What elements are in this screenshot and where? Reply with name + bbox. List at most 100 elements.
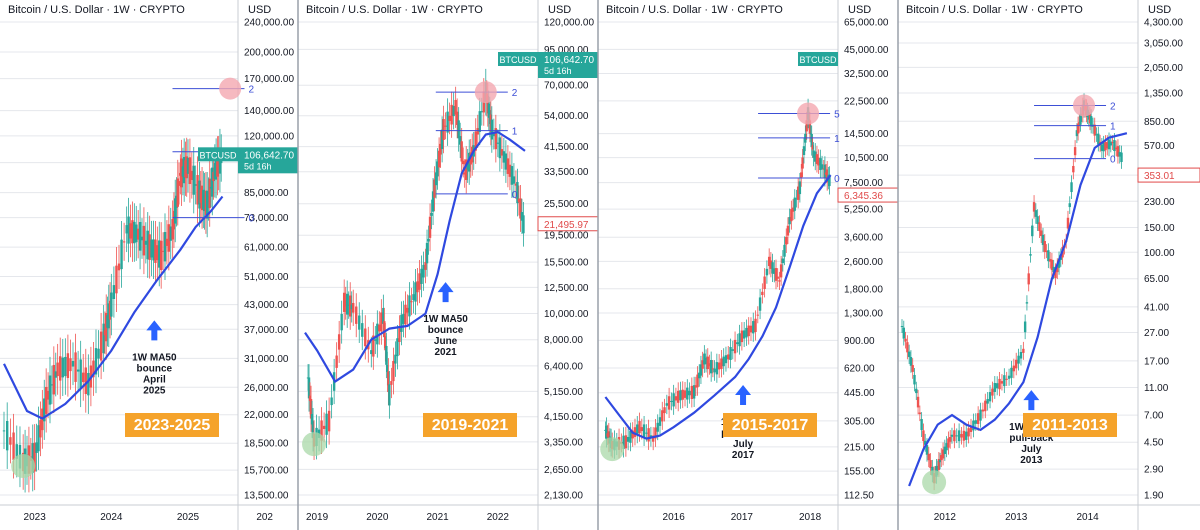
price-tag-symbol: BTCUSD	[199, 150, 237, 160]
candle-body	[809, 133, 812, 135]
y-tick-label: 2,600.00	[844, 257, 883, 268]
candle-body	[828, 174, 831, 187]
candle-body	[1031, 225, 1034, 237]
annotation-text: pull-back	[1009, 433, 1053, 444]
candle-body	[196, 175, 199, 205]
candle-body	[468, 152, 471, 172]
candle-body	[74, 352, 77, 382]
candle-body	[358, 315, 361, 330]
candle-body	[785, 236, 788, 245]
candle-body	[437, 150, 441, 168]
y-tick-label: 22,500.00	[844, 96, 889, 107]
candle-body	[654, 427, 657, 439]
candle-body	[729, 347, 732, 360]
candle-body	[713, 368, 716, 373]
candle-body	[661, 410, 664, 422]
candle-body	[492, 131, 496, 137]
price-tag2-value: 353.01	[1144, 171, 1175, 182]
candle-body	[163, 232, 167, 262]
x-tick-label: 2019	[306, 512, 329, 523]
candle-body	[769, 260, 773, 269]
candle-body	[320, 420, 323, 441]
candle-body	[382, 307, 385, 324]
price-tag-box	[238, 147, 298, 174]
candle-body	[957, 430, 961, 442]
candle-body	[87, 372, 90, 396]
y-tick-label: 5,150.00	[544, 387, 583, 398]
candle-body	[740, 330, 744, 343]
candle-body	[208, 178, 211, 209]
y-tick-label: 85,000.00	[244, 188, 289, 199]
y-tick-label: 1.90	[1144, 491, 1164, 502]
candle-body	[699, 364, 703, 376]
candle-body	[186, 157, 190, 174]
y-tick-label: 41,500.00	[544, 142, 589, 153]
candle-body	[747, 325, 750, 337]
candle-body	[796, 186, 800, 200]
candle-body	[947, 438, 950, 448]
candle-body	[906, 342, 909, 353]
fib-level-label: 1	[512, 127, 518, 138]
ma50-line	[604, 174, 832, 440]
candle-body	[514, 183, 518, 186]
candle-body	[364, 328, 367, 347]
candle-body	[745, 327, 748, 338]
candle-body	[991, 388, 994, 396]
candle-body	[736, 342, 739, 345]
candle-body	[207, 196, 210, 202]
candle-body	[1093, 124, 1096, 136]
candle-body	[361, 323, 364, 337]
candle-body	[347, 304, 350, 306]
arrow-up-icon	[1023, 390, 1040, 411]
candle-body	[916, 396, 920, 408]
candle-body	[1100, 144, 1104, 151]
candle-body	[1057, 258, 1061, 268]
candle-body	[212, 171, 215, 182]
candle-body	[108, 300, 112, 320]
candle-body	[136, 228, 140, 240]
candle-body	[1015, 359, 1018, 369]
candle-body	[211, 167, 214, 197]
annotation-text: bounce	[428, 325, 464, 336]
candle-body	[125, 225, 128, 234]
candle-body	[1056, 265, 1059, 273]
candle-body	[795, 198, 798, 200]
candle-body	[446, 111, 449, 133]
candle-body	[1118, 152, 1121, 157]
candle-body	[378, 324, 381, 332]
candle-body	[798, 181, 802, 195]
fib-level-label: 2	[249, 85, 255, 96]
candle-body	[424, 262, 427, 270]
fib-level-label: 1	[834, 134, 840, 145]
candle-body	[727, 354, 730, 360]
candle-body	[129, 223, 132, 239]
candle-body	[674, 396, 678, 401]
period-badge-label: 2011-2013	[1032, 417, 1108, 434]
candle-body	[64, 356, 67, 377]
candle-body	[335, 355, 338, 368]
candle-body	[1012, 365, 1016, 372]
candle-body	[783, 244, 786, 257]
y-tick-label: 65.00	[1144, 274, 1169, 285]
candle-body	[679, 390, 682, 401]
candle-body	[416, 281, 419, 293]
candle-body	[172, 210, 176, 230]
y-tick-label: 150.00	[1144, 223, 1175, 234]
candle-body	[626, 436, 630, 442]
candle-body	[180, 158, 183, 188]
candle-body	[1038, 222, 1041, 232]
price-tag-sub: 5d 16h	[244, 161, 272, 171]
candle-body	[955, 435, 958, 437]
candle-body	[370, 350, 373, 355]
y-tick-label: 4.50	[1144, 438, 1164, 449]
candle-body	[458, 136, 462, 145]
candle-body	[909, 357, 913, 366]
x-tick-label: 2023	[24, 512, 47, 523]
chart-title: Bitcoin / U.S. Dollar · 1W · CRYPTO	[906, 4, 1083, 16]
candle-body	[814, 151, 817, 162]
candle-body	[708, 363, 711, 367]
candle-body	[915, 388, 918, 394]
y-tick-label: 100.00	[1144, 248, 1175, 259]
peak-circle	[1073, 94, 1096, 117]
candle-body	[400, 314, 403, 332]
